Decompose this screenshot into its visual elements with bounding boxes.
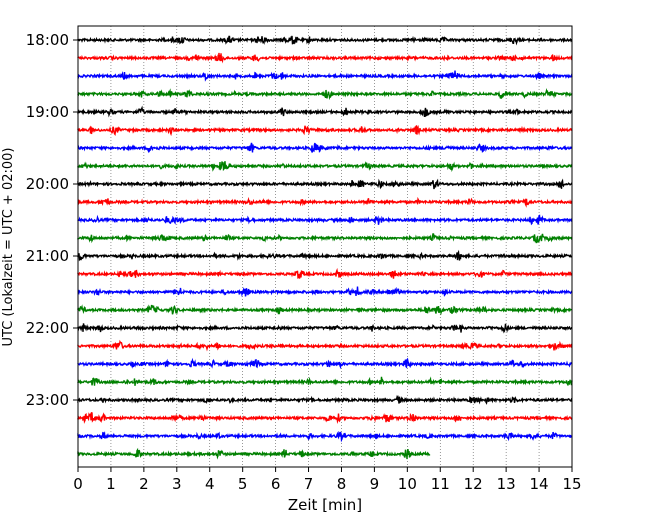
trace-row-10 <box>77 214 573 226</box>
trace-row-2 <box>77 70 573 82</box>
y-tick-label: 19:00 <box>26 103 69 121</box>
x-tick-label: 12 <box>464 475 483 493</box>
trace-row-12 <box>77 249 573 262</box>
seismic-traces <box>77 35 573 460</box>
y-tick-label: 20:00 <box>26 175 69 193</box>
x-tick-label: 11 <box>431 475 450 493</box>
trace-row-21 <box>77 412 573 424</box>
y-axis-label: UTC (Lokalzeit = UTC + 02:00) <box>1 148 16 347</box>
x-tick-label: 3 <box>172 475 182 493</box>
y-axis-ticks: 18:00 19:00 20:00 21:00 22:00 23:00 <box>26 31 78 409</box>
trace-row-19 <box>77 376 573 386</box>
trace-row-9 <box>77 196 573 208</box>
trace-row-13 <box>77 267 573 279</box>
x-tick-label: 8 <box>337 475 347 493</box>
x-tick-label: 6 <box>271 475 281 493</box>
y-tick-label: 18:00 <box>26 31 69 49</box>
y-tick-label: 23:00 <box>26 391 69 409</box>
y-tick-label: 22:00 <box>26 319 69 337</box>
trace-row-1 <box>77 52 573 64</box>
trace-row-23 <box>77 447 431 460</box>
x-tick-label: 9 <box>370 475 380 493</box>
trace-row-4 <box>77 105 573 118</box>
trace-row-18 <box>77 357 573 370</box>
x-tick-label: 1 <box>106 475 116 493</box>
trace-row-11 <box>77 233 573 244</box>
trace-row-17 <box>77 339 573 352</box>
x-tick-label: 0 <box>73 475 83 493</box>
trace-row-7 <box>77 161 573 172</box>
x-axis-ticks: 0 1 2 3 4 5 6 7 8 9 10 11 12 13 14 15 <box>73 467 582 493</box>
trace-row-20 <box>77 394 573 405</box>
x-tick-label: 4 <box>205 475 215 493</box>
trace-row-15 <box>77 304 573 316</box>
x-tick-label: 14 <box>530 475 549 493</box>
trace-row-14 <box>77 286 573 297</box>
x-axis-label: Zeit [min] <box>288 496 362 514</box>
trace-row-6 <box>77 142 573 154</box>
trace-row-16 <box>77 323 573 334</box>
trace-row-5 <box>77 124 573 137</box>
y-tick-label: 21:00 <box>26 247 69 265</box>
x-tick-label: 2 <box>139 475 149 493</box>
x-tick-label: 10 <box>398 475 417 493</box>
trace-row-22 <box>77 430 573 443</box>
x-tick-label: 13 <box>497 475 516 493</box>
plot-frame <box>77 25 573 468</box>
trace-row-3 <box>77 87 573 101</box>
trace-row-8 <box>77 178 573 190</box>
x-tick-label: 15 <box>562 475 581 493</box>
x-tick-label: 5 <box>238 475 248 493</box>
x-tick-label: 7 <box>304 475 314 493</box>
trace-row-0 <box>77 35 573 46</box>
